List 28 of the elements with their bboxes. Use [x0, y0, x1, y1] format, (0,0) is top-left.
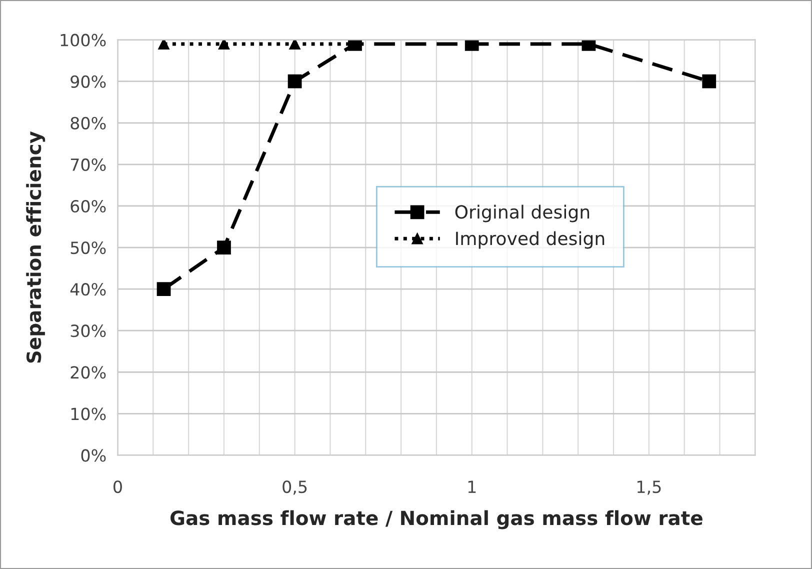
point: [582, 40, 596, 51]
y-tick-label: 60%: [70, 200, 106, 213]
point: [289, 40, 300, 50]
y-tick-label: 30%: [70, 324, 106, 338]
y-tick-label: 20%: [70, 366, 106, 379]
point: [702, 74, 716, 88]
y-tick-label: 80%: [70, 116, 106, 130]
point: [217, 240, 231, 254]
point: [218, 40, 230, 50]
point: [156, 282, 171, 296]
point: [464, 40, 479, 51]
x-tick-label: 0: [114, 480, 122, 494]
x-tick-label: 1,5: [638, 480, 661, 495]
point: [288, 74, 302, 88]
legend-label: Original design: [455, 204, 590, 222]
x-tick-label: 1: [468, 480, 476, 493]
x-axis-title: Gas mass flow rate / Nominal gas mass flow rate: [170, 510, 702, 530]
y-tick-label: 0%: [81, 449, 106, 462]
y-axis-title: Separation efficiency: [26, 131, 46, 363]
y-tick-label: 70%: [70, 158, 106, 172]
y-tick-label: 40%: [70, 283, 106, 296]
y-tick-label: 50%: [70, 241, 106, 254]
point: [158, 40, 170, 50]
y-tick-label: 100%: [60, 34, 106, 46]
legend-label: Improved design: [456, 231, 604, 249]
x-tick-label: 0,5: [282, 480, 307, 495]
y-tick-label: 90%: [70, 75, 106, 88]
y-tick-label: 10%: [71, 408, 106, 420]
